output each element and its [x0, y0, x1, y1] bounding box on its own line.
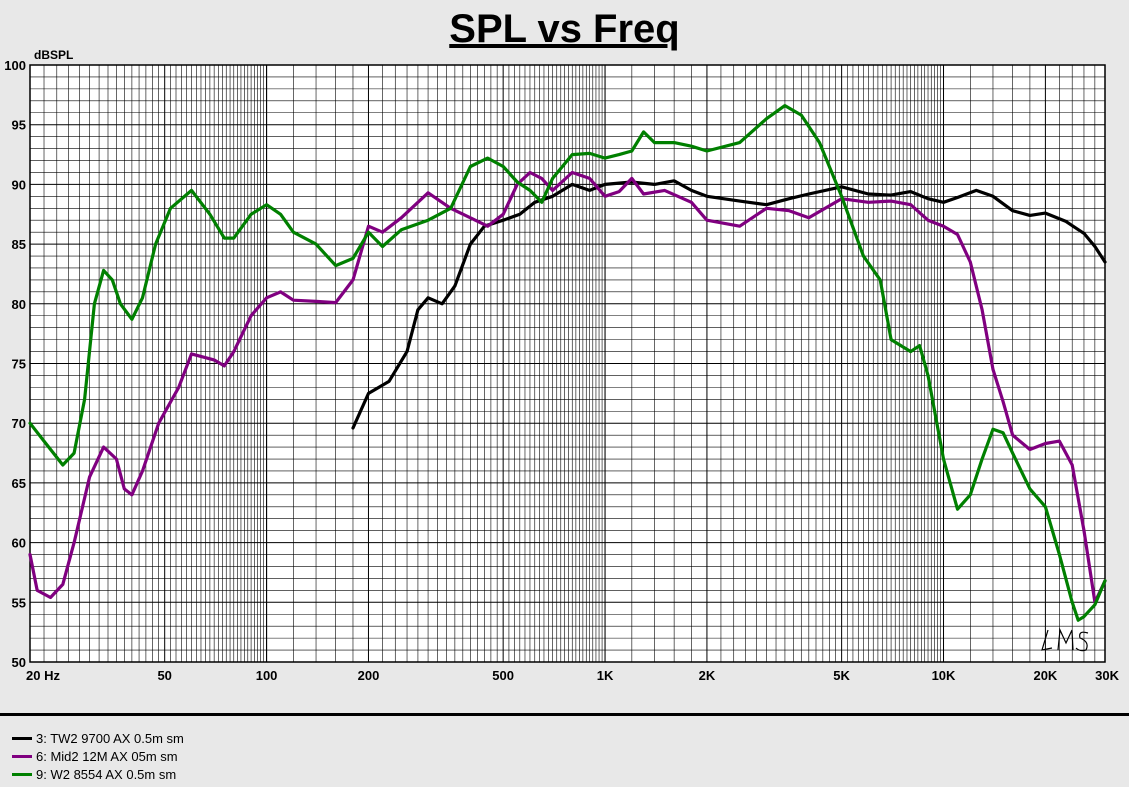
x-tick-label: 100 [256, 668, 278, 683]
series-line-3 [28, 104, 1107, 622]
legend-item: 6: Mid2 12M AX 05m sm [12, 747, 178, 765]
y-tick-label: 60 [12, 536, 26, 551]
legend-label: 6: Mid2 12M AX 05m sm [36, 748, 178, 764]
legend-item: 9: W2 8554 AX 0.5m sm [12, 765, 176, 783]
x-tick-label: 5K [833, 668, 850, 683]
y-tick-label: 100 [4, 58, 26, 73]
plot-border [29, 64, 1106, 663]
y-tick-label: 70 [12, 416, 26, 431]
grid [29, 64, 1106, 663]
x-tick-label: 2K [699, 668, 716, 683]
x-tick-label: 10K [932, 668, 956, 683]
chart-title: SPL vs Freq [449, 7, 680, 51]
legend-label: 9: W2 8554 AX 0.5m sm [36, 766, 177, 782]
legend-label: 3: TW2 9700 AX 0.5m sm [36, 730, 184, 746]
x-tick-label: 1K [597, 668, 614, 683]
x-tick-label: 30K [1095, 668, 1119, 683]
y-tick-label: 55 [12, 595, 26, 610]
watermark-signature [1041, 627, 1089, 652]
y-tick-label: 95 [12, 118, 26, 133]
series-line-1 [351, 179, 1107, 430]
y-tick-label: 90 [12, 177, 26, 192]
y-tick-labels: 100 95 90 85 80 75 70 65 60 55 50 [4, 58, 26, 670]
x-tick-label: 200 [358, 668, 380, 683]
y-tick-label: 80 [12, 297, 26, 312]
legend-swatch-mid2 [12, 754, 32, 758]
x-tick-labels: 20 Hz 50 100 200 500 1K 2K 5K 10K 20K 30K [26, 668, 1120, 683]
series-line-2 [28, 170, 1107, 604]
x-tick-label: 50 [157, 668, 171, 683]
legend-item: 3: TW2 9700 AX 0.5m sm [12, 729, 184, 747]
legend: 3: TW2 9700 AX 0.5m sm 6: Mid2 12M AX 05… [0, 713, 1129, 787]
x-tick-label: 20K [1033, 668, 1057, 683]
y-axis-label: dBSPL [34, 48, 73, 62]
x-tick-label: 500 [492, 668, 514, 683]
y-tick-label: 65 [12, 476, 26, 491]
y-tick-label: 50 [12, 655, 26, 670]
legend-swatch-w2 [12, 772, 32, 776]
y-tick-label: 75 [12, 357, 26, 372]
x-tick-label: 20 Hz [26, 668, 60, 683]
series-lines [28, 104, 1107, 622]
y-tick-label: 85 [12, 237, 26, 252]
legend-swatch-tw2 [12, 736, 32, 740]
